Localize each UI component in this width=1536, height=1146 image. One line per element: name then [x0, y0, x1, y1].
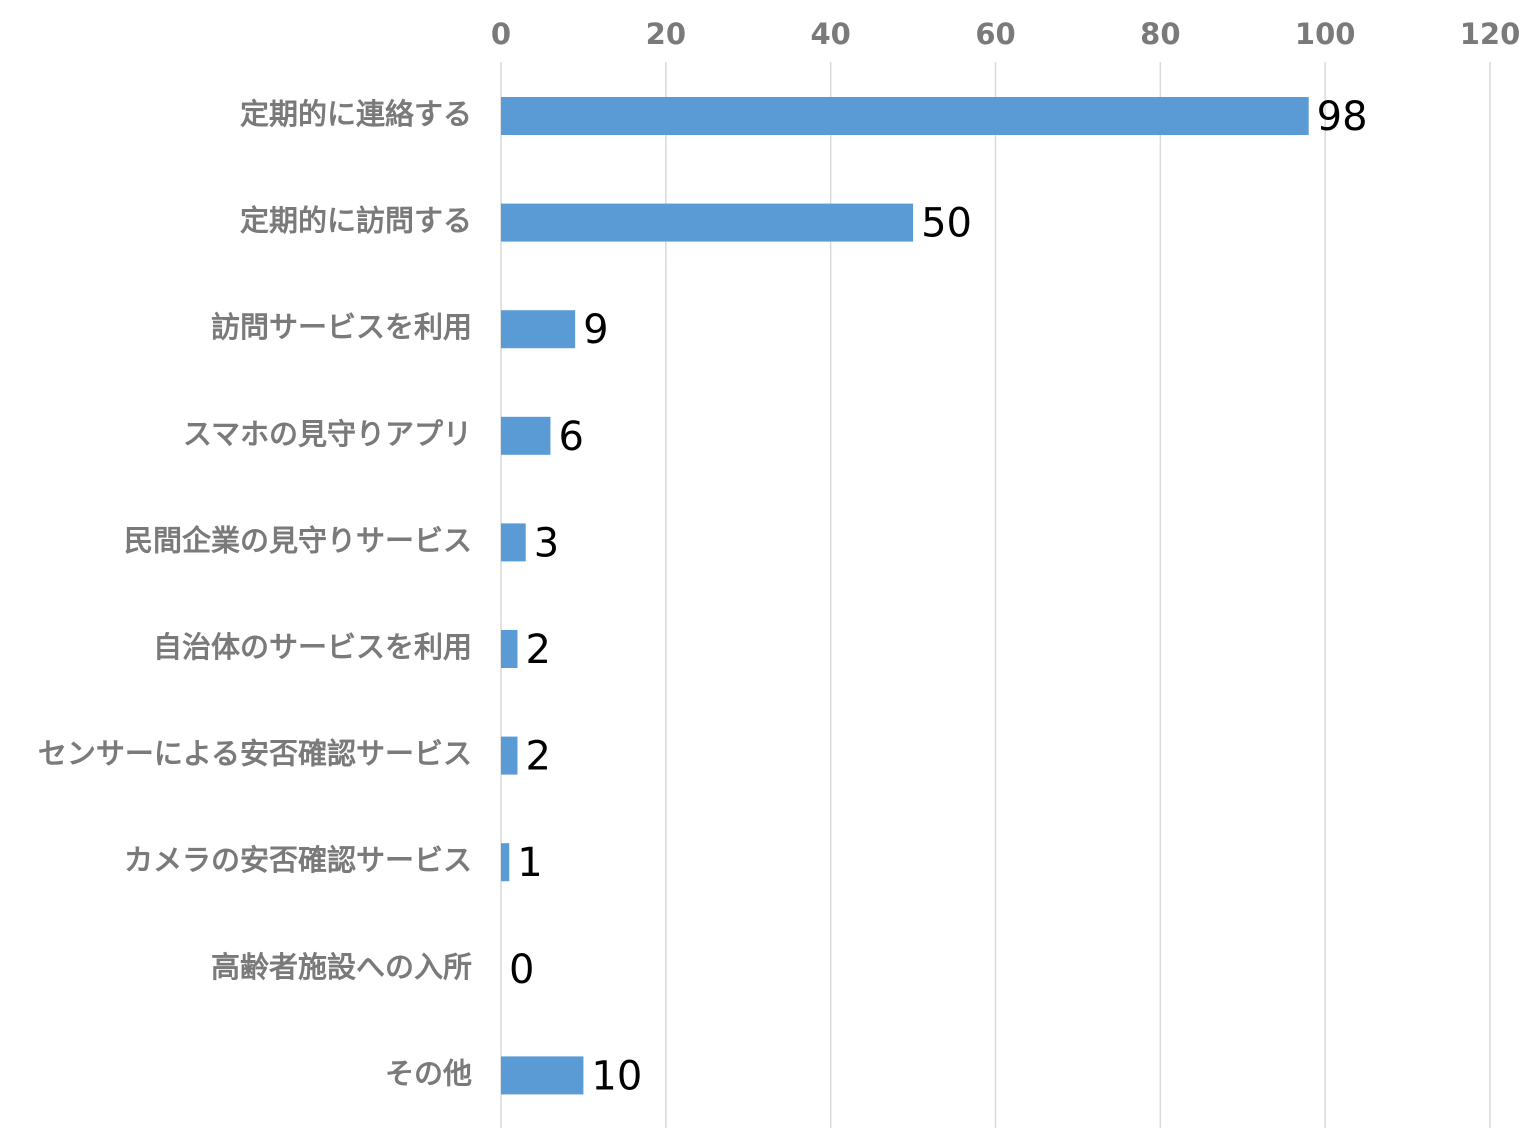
- data-label: 0: [509, 947, 534, 993]
- category-label: センサーによる安否確認サービス: [38, 737, 472, 771]
- data-label: 50: [921, 201, 972, 247]
- category-label: 定期的に訪問する: [240, 204, 472, 238]
- category-label: 訪問サービスを利用: [211, 310, 472, 344]
- x-tick-label: 100: [1295, 17, 1356, 51]
- category-label: その他: [385, 1056, 472, 1090]
- x-tick-label: 120: [1460, 17, 1521, 51]
- category-label: 定期的に連絡する: [240, 97, 472, 131]
- category-label: 民間企業の見守りサービス: [124, 523, 472, 557]
- data-label: 2: [525, 627, 550, 673]
- category-label: 自治体のサービスを利用: [153, 630, 472, 664]
- bar: [501, 203, 914, 242]
- data-label: 10: [591, 1053, 642, 1099]
- data-label: 3: [534, 520, 559, 566]
- x-tick-label: 40: [810, 17, 850, 51]
- category-label: カメラの安否確認サービス: [124, 843, 472, 877]
- x-tick-label: 0: [491, 17, 511, 51]
- x-axis-ticks: 0 20 40 60 80 100 120: [491, 17, 1520, 51]
- x-tick-label: 60: [975, 17, 1015, 51]
- bar: [501, 843, 510, 882]
- bar: [501, 736, 518, 775]
- category-label: スマホの見守りアプリ: [183, 417, 472, 451]
- data-label: 9: [583, 307, 608, 353]
- bar: [501, 1056, 584, 1095]
- category-label: 高齢者施設への入所: [211, 950, 472, 984]
- x-tick-label: 80: [1140, 17, 1180, 51]
- bar: [501, 310, 576, 349]
- x-tick-label: 20: [646, 17, 686, 51]
- bars: [501, 97, 1309, 1095]
- bar: [501, 97, 1309, 135]
- data-label: 1: [517, 840, 542, 886]
- bar: [501, 416, 551, 455]
- data-label: 6: [558, 414, 583, 460]
- bar: [501, 523, 526, 562]
- data-label: 98: [1317, 94, 1368, 140]
- data-label: 2: [525, 734, 550, 780]
- category-labels: 定期的に連絡する定期的に訪問する訪問サービスを利用スマホの見守りアプリ民間企業の…: [38, 97, 472, 1090]
- bar: [501, 630, 518, 668]
